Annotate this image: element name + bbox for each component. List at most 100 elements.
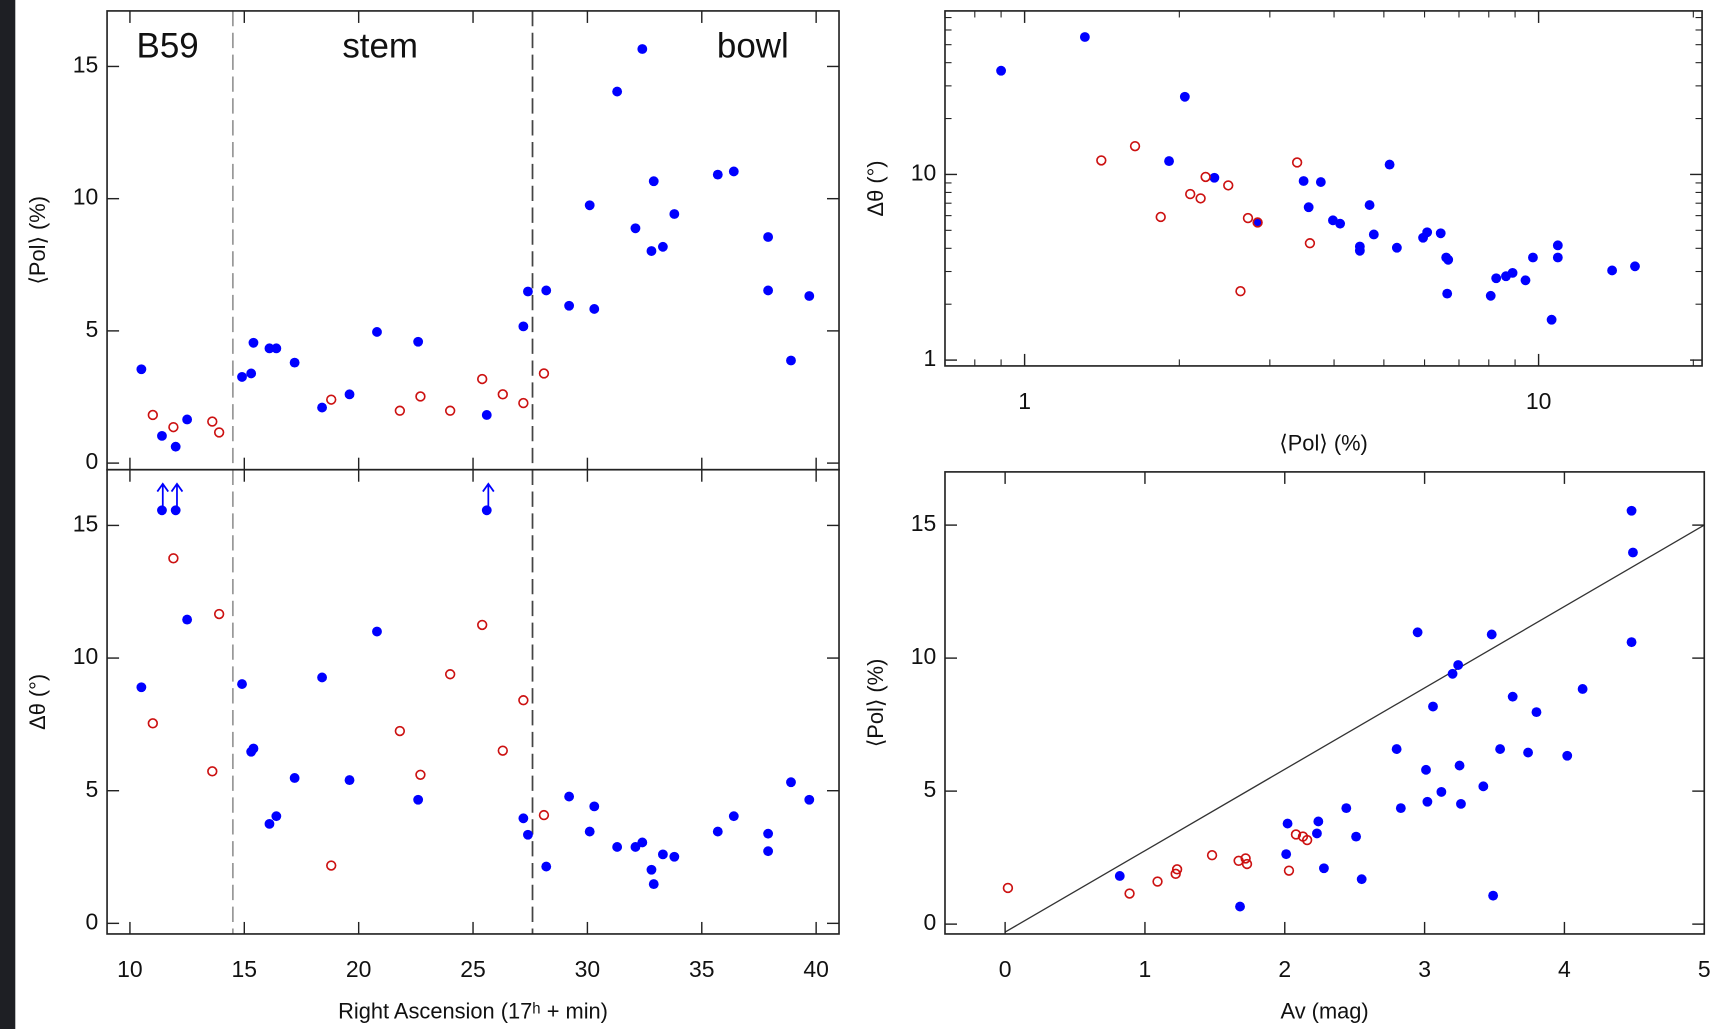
data-point <box>1079 32 1090 42</box>
data-point <box>444 405 456 416</box>
data-point <box>518 397 529 409</box>
data-point <box>518 813 529 824</box>
data-point <box>213 427 225 438</box>
x-tick-label: 20 <box>346 956 372 982</box>
data-point <box>523 286 533 297</box>
data-point <box>648 176 659 187</box>
data-point <box>584 200 595 211</box>
y-tick-label: 0 <box>923 909 936 935</box>
data-point <box>728 811 739 822</box>
data-point <box>1206 850 1218 861</box>
data-point <box>413 336 424 347</box>
data-point <box>1155 211 1166 223</box>
data-point <box>648 879 659 890</box>
data-point <box>207 416 218 427</box>
data-point <box>1356 874 1367 885</box>
data-point <box>1351 831 1362 842</box>
data-point <box>317 672 327 683</box>
data-point <box>1223 180 1234 191</box>
data-point <box>1335 218 1346 229</box>
data-point <box>1304 238 1316 249</box>
data-point <box>317 402 327 413</box>
data-point <box>1235 286 1246 297</box>
data-point <box>1195 193 1206 204</box>
y-tick-label: 5 <box>923 776 936 802</box>
data-point <box>1124 888 1135 899</box>
x-tick-label: 35 <box>689 956 715 982</box>
data-point <box>538 368 550 379</box>
x-axis-label: ⟨Pol⟩ (%) <box>1279 430 1368 455</box>
x-tick-label: 3 <box>1418 956 1431 982</box>
data-point <box>207 766 218 777</box>
data-point <box>1456 798 1466 809</box>
data-point <box>147 409 158 421</box>
data-point <box>1422 796 1433 807</box>
data-point <box>1281 849 1292 860</box>
data-point <box>1491 273 1502 284</box>
data-point <box>147 718 158 729</box>
y-tick-label: 15 <box>911 510 937 536</box>
y-tick-label: 5 <box>86 316 99 342</box>
data-point <box>564 791 575 802</box>
y-axis-label: ⟨Pol⟩ (%) <box>25 196 50 285</box>
data-point <box>477 373 488 385</box>
data-point <box>1531 707 1542 718</box>
data-point <box>1577 684 1588 694</box>
data-point <box>1303 202 1314 213</box>
data-point <box>1412 627 1423 638</box>
data-point <box>271 343 282 354</box>
data-point <box>1152 876 1163 887</box>
x-tick-label: 1 <box>1018 388 1031 414</box>
data-point <box>1313 816 1324 827</box>
data-point <box>1341 803 1352 814</box>
data-point <box>1626 637 1637 648</box>
data-point <box>1096 155 1107 166</box>
y-tick-label: 10 <box>73 643 99 669</box>
data-point <box>1454 760 1465 771</box>
data-point <box>1391 744 1402 755</box>
data-point <box>1391 242 1402 253</box>
data-point <box>637 837 648 848</box>
data-point <box>237 679 247 689</box>
upper-limit-arrows <box>156 482 495 507</box>
data-point <box>518 695 529 706</box>
x-tick-label: 0 <box>999 956 1012 982</box>
region-label: stem <box>342 26 418 65</box>
data-point <box>1252 217 1263 228</box>
data-point <box>289 773 300 783</box>
data-point <box>1235 901 1245 912</box>
y-tick-label: 10 <box>911 643 937 669</box>
data-point <box>786 777 796 788</box>
data-point <box>1422 227 1433 238</box>
fit-line <box>1004 524 1705 933</box>
data-point <box>497 745 508 756</box>
data-point <box>246 368 257 379</box>
data-point <box>541 861 552 872</box>
data-point <box>1453 660 1464 670</box>
data-point <box>1179 91 1190 102</box>
data-point <box>1552 252 1563 263</box>
y-tick-label: 0 <box>86 448 99 474</box>
data-point <box>170 441 181 452</box>
data-point <box>1628 547 1638 558</box>
data-point <box>669 851 680 862</box>
plot-frame <box>944 471 1706 935</box>
y-axis-label: Δθ (°) <box>863 160 888 216</box>
data-point <box>996 65 1007 76</box>
data-point <box>1164 156 1174 167</box>
data-point <box>786 355 796 366</box>
data-point <box>763 232 774 242</box>
data-point <box>1368 229 1379 240</box>
data-point <box>1242 212 1254 224</box>
region-label: B59 <box>137 26 199 65</box>
data-point <box>1495 744 1506 755</box>
data-point <box>763 285 774 296</box>
limit-arrow <box>170 482 184 507</box>
limit-arrow <box>156 482 169 507</box>
data-point <box>271 811 282 822</box>
data-point <box>1486 629 1497 640</box>
data-point <box>1170 868 1181 880</box>
data-point <box>1478 781 1489 792</box>
